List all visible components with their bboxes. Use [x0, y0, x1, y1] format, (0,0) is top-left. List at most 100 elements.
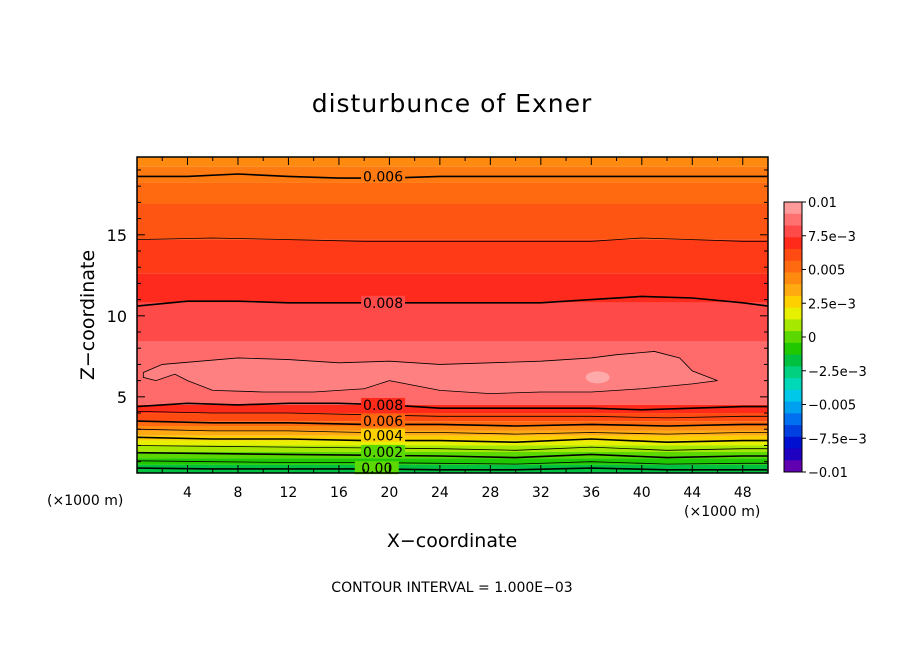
x-tick-label: 32	[532, 485, 550, 501]
contour-line-10	[136, 460, 768, 465]
contour-line-5	[136, 420, 768, 427]
x-tick-label: 20	[380, 485, 398, 501]
contour-line-8	[136, 445, 768, 451]
contour-line-1	[136, 237, 768, 242]
contour-label: 0.006	[363, 414, 403, 430]
contour-line-6	[136, 428, 768, 435]
contour-band-13	[137, 435, 768, 441]
colorbar-cell-7	[784, 284, 802, 297]
x-tick-label: 8	[233, 485, 242, 501]
colorbar-cell-6	[784, 272, 802, 285]
colorbar-label: 0.005	[808, 264, 845, 279]
x-units-left: (×1000 m)	[47, 493, 123, 509]
contour-label-bg-2	[361, 397, 406, 411]
contour-line-7	[136, 436, 768, 444]
contour-label: 0.004	[363, 429, 403, 445]
colorbar-cell-12	[784, 342, 802, 356]
colorbar-label: 7.5e−3	[808, 230, 856, 245]
x-ticks: 4 8 12 16 20 24 28 32 36 40 44 48	[161, 157, 769, 501]
contour-line-3	[136, 402, 768, 411]
colorbar-cell-10	[784, 319, 802, 332]
colorbar-cell-17	[784, 401, 802, 414]
filled-contours	[137, 157, 768, 473]
colorbar-cell-21	[784, 448, 802, 461]
contour-band-16	[137, 451, 768, 459]
colorbar-label: 0	[808, 331, 816, 346]
colorbar-cell-16	[784, 389, 802, 403]
colorbar-label: 0.01	[808, 196, 837, 211]
colorbar: 0.01 7.5e−3 0.005 2.5e−3 0 −2.5e−3 −0.005 −7.5e…	[783, 196, 867, 481]
contour-label-bg-5	[361, 444, 406, 458]
x-tick-label: 36	[582, 485, 600, 501]
colorbar-label: −7.5e−3	[808, 432, 867, 447]
core-fill	[143, 351, 718, 394]
contour-label-bg-4	[361, 428, 406, 442]
colorbar-cell-14	[784, 366, 802, 379]
contour-band-17	[137, 458, 768, 465]
contour-lines	[136, 173, 769, 471]
contour-band-3	[137, 203, 768, 240]
colorbar-cell-15	[784, 378, 802, 391]
colorbar-cell-8	[784, 295, 802, 309]
contour-label-bg-1	[361, 295, 406, 309]
contour-band-10	[137, 421, 768, 427]
contour-label: 0.006	[363, 169, 403, 185]
contour-line-4	[136, 411, 768, 419]
core-spot	[585, 371, 610, 384]
y-ticks: 5 10 15	[107, 169, 768, 463]
contour-label: 0.008	[363, 398, 403, 414]
colorbar-cell-9	[784, 307, 802, 320]
x-tick-label: 28	[481, 485, 499, 501]
contour-band-12	[137, 430, 768, 436]
y-tick-label: 10	[107, 307, 127, 326]
x-tick-label: 48	[734, 485, 752, 501]
x-tick-label: 44	[683, 485, 701, 501]
colorbar-cell-22	[784, 460, 802, 473]
colorbar-cell-0	[784, 202, 802, 215]
contour-line-11	[136, 467, 768, 471]
x-tick-label: 24	[431, 485, 449, 501]
colorbar-cell-2	[784, 225, 802, 238]
y-tick-label: 5	[117, 388, 127, 407]
colorbar-label: 2.5e−3	[808, 297, 856, 312]
colorbar-cells	[784, 202, 802, 473]
x-tick-label: 12	[280, 485, 298, 501]
colorbar-cell-5	[784, 260, 802, 273]
colorbar-labels: 0.01 7.5e−3 0.005 2.5e−3 0 −2.5e−3 −0.005 −7.5e…	[802, 196, 867, 481]
x-axis-label: X−coordinate	[387, 530, 517, 552]
contour-band-2	[137, 182, 768, 204]
colorbar-label: −0.005	[808, 399, 856, 414]
plot-frame	[136, 156, 769, 474]
colorbar-label: −2.5e−3	[808, 365, 867, 380]
x-tick-label: 4	[183, 485, 192, 501]
colorbar-cell-1	[784, 213, 802, 226]
contour-label-bg-0	[361, 169, 406, 183]
colorbar-cell-11	[784, 331, 802, 344]
contour-band-4	[137, 239, 768, 274]
contour-band-11	[137, 426, 768, 431]
colorbar-cell-13	[784, 354, 802, 367]
contour-line-closed	[142, 351, 718, 394]
contour-line-2	[136, 295, 769, 307]
colorbar-cell-20	[784, 436, 802, 450]
contour-band-18	[137, 464, 768, 473]
colorbar-cell-3	[784, 237, 802, 250]
colorbar-label: −0.01	[808, 466, 848, 481]
contour-band-14	[137, 440, 768, 446]
x-tick-label: 16	[330, 485, 348, 501]
contour-band-9	[137, 413, 768, 422]
contour-band-5	[137, 273, 768, 303]
x-tick-label: 40	[633, 485, 651, 501]
contour-label-bg-6	[354, 461, 399, 475]
contour-interval-note: CONTOUR INTERVAL = 1.000E−03	[331, 580, 572, 596]
contour-label: 0.00	[361, 461, 392, 477]
y-tick-label: 15	[107, 226, 127, 245]
colorbar-cell-18	[784, 413, 802, 426]
colorbar-cell-19	[784, 425, 802, 438]
contour-band-6	[137, 302, 768, 342]
contour-label: 0.008	[363, 296, 403, 312]
contour-line-9	[136, 451, 768, 459]
y-axis-label: Z−coordinate	[77, 250, 99, 380]
